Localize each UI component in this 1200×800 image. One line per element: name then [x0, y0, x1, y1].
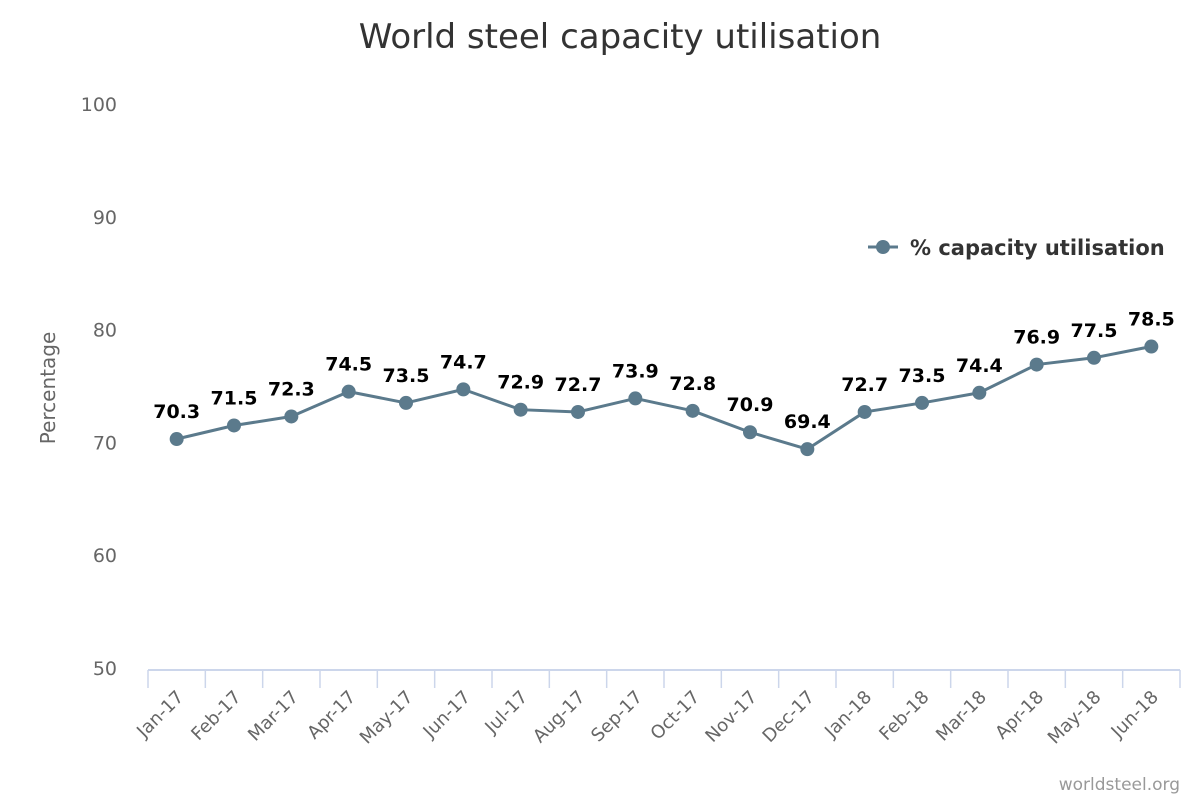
data-point[interactable]: [341, 384, 356, 399]
data-point[interactable]: [571, 404, 585, 419]
y-axis-label: Percentage: [36, 332, 60, 445]
x-tick-label: Aug-17: [529, 687, 589, 747]
chart-title: World steel capacity utilisation: [359, 17, 882, 57]
x-tick-label: Jan-17: [132, 687, 188, 743]
data-label: 73.5: [899, 365, 946, 387]
data-label: 72.7: [555, 374, 602, 396]
data-label: 72.8: [669, 373, 716, 395]
data-point[interactable]: [399, 395, 413, 410]
data-point[interactable]: [685, 403, 700, 418]
x-tick-label: Oct-17: [647, 687, 705, 745]
x-tick-label: May-18: [1044, 687, 1106, 749]
data-label: 71.5: [211, 387, 258, 409]
data-point[interactable]: [800, 442, 815, 457]
series-group: [169, 339, 1159, 457]
data-label: 74.4: [956, 355, 1003, 377]
x-tick-label: Feb-18: [875, 687, 933, 745]
data-point[interactable]: [284, 409, 299, 424]
y-tick-label: 70: [93, 432, 117, 454]
x-tick-label: Jun-18: [1107, 687, 1163, 743]
series-line: [176, 345, 1152, 451]
data-point[interactable]: [169, 432, 184, 447]
data-point[interactable]: [972, 385, 987, 400]
legend-label: % capacity utilisation: [910, 236, 1165, 260]
data-point[interactable]: [456, 382, 471, 397]
data-point[interactable]: [743, 425, 757, 440]
y-tick-label: 100: [81, 94, 117, 116]
data-label: 70.9: [727, 394, 774, 416]
credit-link[interactable]: worldsteel.org: [1059, 775, 1180, 795]
x-tick-label: Dec-17: [759, 687, 819, 747]
data-label: 69.4: [784, 411, 831, 433]
data-point[interactable]: [628, 391, 643, 406]
data-label: 72.9: [497, 372, 544, 394]
y-tick-label: 80: [93, 320, 117, 342]
legend-dot-marker: [876, 240, 890, 254]
x-tick-label: Apr-17: [303, 687, 360, 744]
y-axis-ticks: 50 60 70 80 90 100: [81, 94, 117, 680]
x-tick-label: Mar-18: [932, 687, 991, 746]
data-point[interactable]: [227, 418, 241, 433]
data-point[interactable]: [513, 402, 528, 417]
data-label: 74.5: [325, 354, 372, 376]
data-label: 73.5: [383, 365, 430, 387]
data-point[interactable]: [1144, 339, 1159, 354]
x-tick-label: Jan-18: [820, 687, 876, 743]
x-tick-label: Mar-17: [244, 687, 303, 746]
y-tick-label: 60: [93, 545, 117, 567]
data-point[interactable]: [915, 395, 929, 410]
legend[interactable]: % capacity utilisation: [868, 236, 1165, 260]
x-tick-label: May-17: [356, 687, 418, 749]
data-point[interactable]: [1029, 357, 1044, 372]
data-point[interactable]: [857, 404, 872, 419]
x-tick-label: Nov-17: [701, 687, 761, 747]
data-label: 72.7: [841, 374, 888, 396]
data-label: 76.9: [1013, 327, 1060, 349]
data-label: 73.9: [612, 360, 659, 382]
data-label: 72.3: [268, 378, 315, 400]
data-point[interactable]: [1087, 350, 1101, 365]
x-tick-label: Feb-17: [187, 687, 245, 745]
y-tick-label: 90: [93, 207, 117, 229]
data-label: 78.5: [1128, 309, 1175, 331]
x-tick-label: Jul-17: [480, 687, 532, 739]
y-tick-label: 50: [93, 658, 117, 680]
data-label: 77.5: [1071, 320, 1118, 342]
x-tick-label: Apr-18: [991, 687, 1048, 744]
data-labels: 70.3 71.5 72.3 74.5 73.5 74.7 72.9 72.7 73.9 72.8…: [153, 309, 1175, 434]
data-label: 74.7: [440, 351, 487, 373]
x-tick-label: Jun-17: [419, 687, 475, 743]
data-label: 70.3: [153, 401, 200, 423]
x-tick-label: Sep-17: [587, 687, 647, 747]
